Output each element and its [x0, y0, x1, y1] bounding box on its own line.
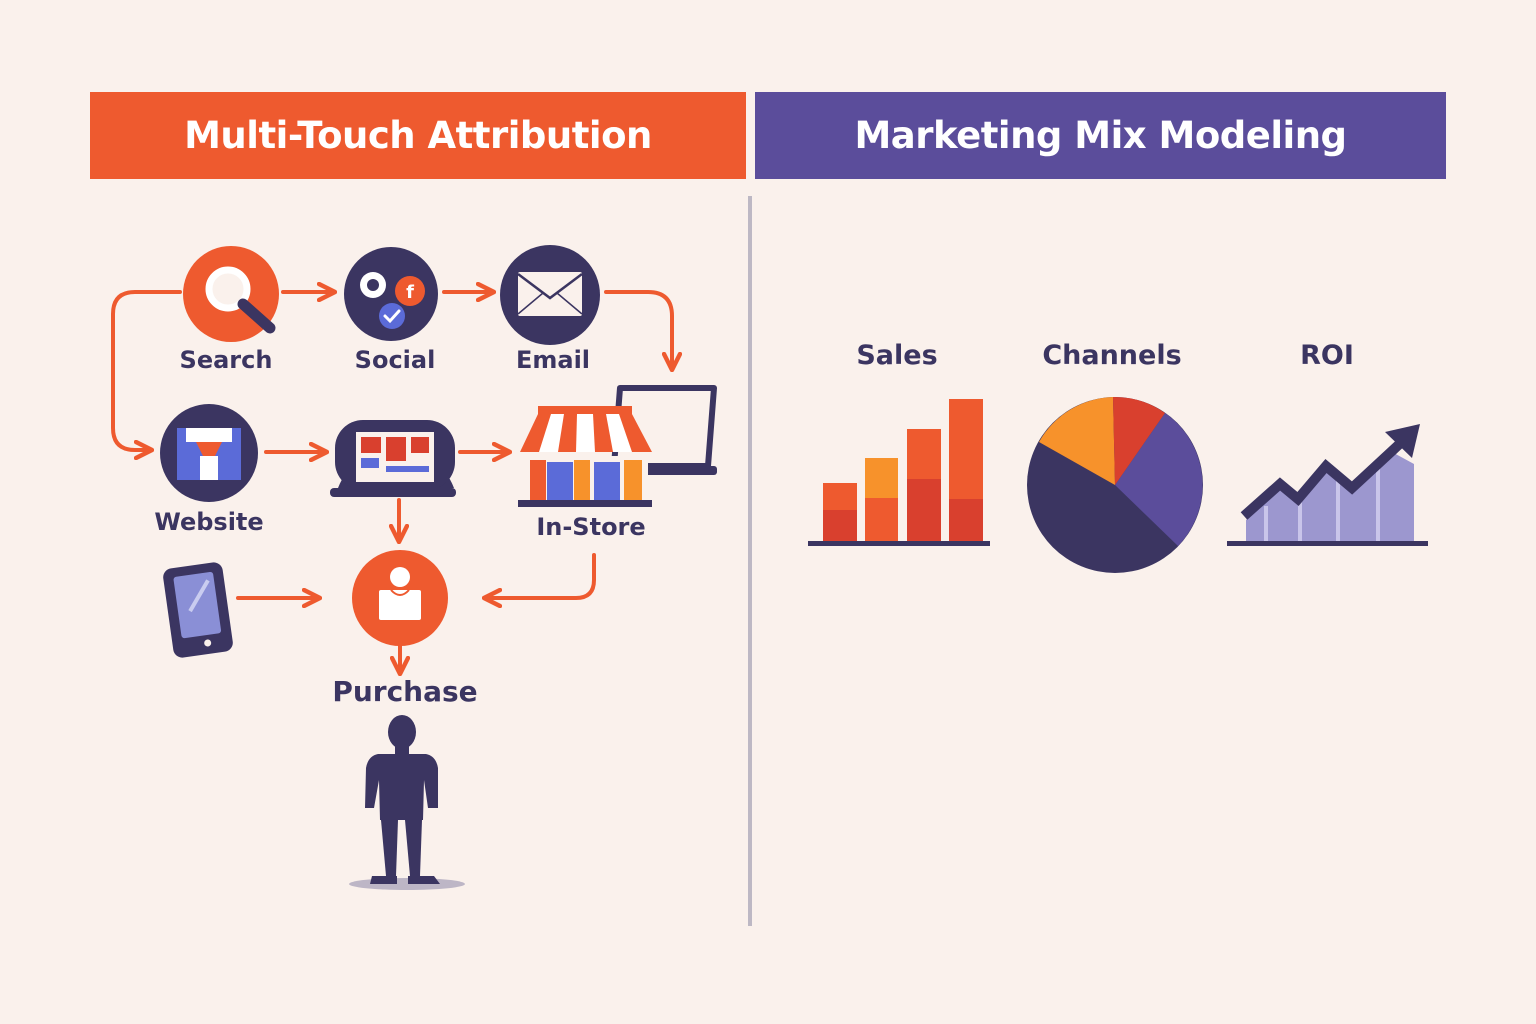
mta-title-banner: Multi-Touch Attribution [90, 92, 746, 179]
website-icon [160, 404, 258, 502]
roi-trend-chart [1227, 424, 1428, 546]
svg-text:f: f [406, 282, 414, 303]
email-icon [500, 245, 600, 345]
pie-slice-purple [1115, 413, 1203, 546]
social-icon: f [344, 247, 438, 341]
mmm-title-banner: Marketing Mix Modeling [755, 92, 1446, 179]
mobile-phone-icon [163, 562, 233, 658]
flow-arrows [111, 290, 672, 672]
search-icon [183, 246, 279, 342]
sales-bar-chart [808, 399, 990, 546]
panel-divider [748, 196, 752, 926]
sales-baseline [808, 541, 990, 546]
label-social: Social [354, 346, 436, 374]
pie-slice-amber [1039, 397, 1115, 485]
label-email: Email [515, 346, 591, 374]
pie-slice-red [1113, 396, 1165, 485]
landing-page-icon [330, 420, 456, 497]
arrow-store-to-purchase [486, 553, 596, 598]
arrow-email-to-store [604, 290, 672, 368]
label-sales: Sales [856, 340, 938, 371]
label-website: Website [154, 508, 264, 536]
label-channels: Channels [1042, 340, 1182, 371]
storefront-icon [518, 385, 717, 507]
purchase-icon [352, 550, 448, 646]
label-in-store: In-Store [536, 513, 646, 541]
label-search: Search [179, 346, 273, 374]
channels-pie-chart [1027, 396, 1203, 573]
mta-title: Multi-Touch Attribution [184, 114, 652, 157]
label-purchase: Purchase [332, 675, 478, 708]
customer-silhouette-icon [349, 715, 465, 890]
arrow-search-to-website [111, 290, 182, 450]
mmm-title: Marketing Mix Modeling [854, 114, 1347, 157]
label-roi: ROI [1300, 340, 1354, 371]
